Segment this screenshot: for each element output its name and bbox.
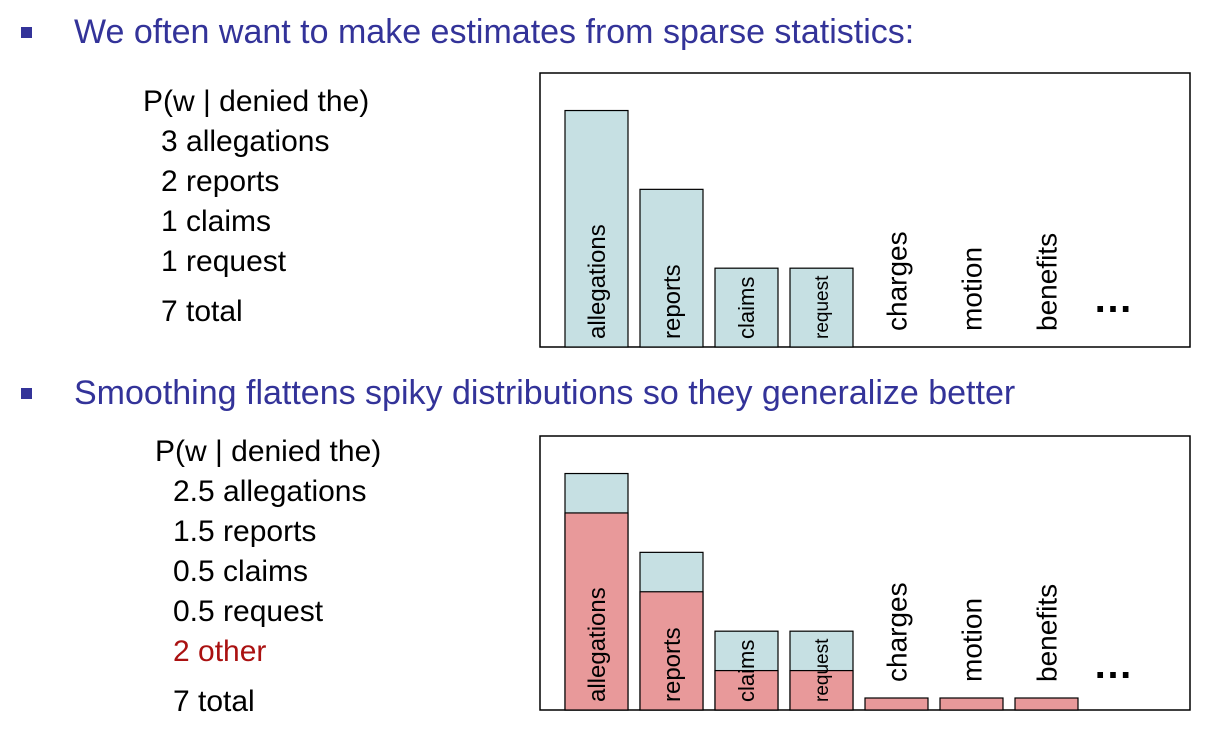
bar-smoothed-benefits	[1014, 697, 1079, 711]
heading-sparse-statistics: We often want to make estimates from spa…	[74, 13, 915, 51]
category-label: request	[812, 275, 833, 339]
count-allegations: 3 allegations	[161, 125, 330, 158]
category-label: charges	[881, 582, 912, 682]
bar-smoothed-reports	[639, 591, 704, 711]
count-other: 2 other	[173, 635, 267, 668]
category-label: motion	[956, 598, 987, 682]
category-label: benefits	[1031, 233, 1062, 331]
chart-frame	[539, 72, 1191, 348]
category-label: benefits	[1031, 584, 1062, 682]
bar-smoothed-allegations	[564, 512, 629, 711]
count-request: 0.5 request	[173, 595, 324, 628]
category-label: claims	[734, 640, 759, 702]
bar-smoothed-motion	[939, 697, 1004, 711]
bar-original-reports	[639, 188, 704, 348]
bar-original-allegations	[564, 109, 629, 348]
ellipsis-more-words: …	[1093, 643, 1135, 687]
count-total: 7 total	[173, 685, 255, 718]
category-label: allegations	[584, 587, 611, 702]
count-request: 1 request	[161, 245, 287, 278]
category-label: charges	[881, 231, 912, 331]
category-label: motion	[956, 247, 987, 331]
category-label: claims	[734, 277, 759, 339]
bar-smoothed-request	[789, 669, 854, 711]
heading-bullet-1	[21, 27, 32, 38]
bar-original-request	[789, 267, 854, 348]
category-label: allegations	[584, 224, 611, 339]
count-reports: 1.5 reports	[173, 515, 317, 548]
counts-list-smoothed: P(w | denied the) 2.5 allegations 1.5 re…	[155, 432, 381, 722]
bar-smoothed-charges	[864, 697, 929, 711]
count-claims: 0.5 claims	[173, 555, 309, 588]
count-allegations: 2.5 allegations	[173, 475, 367, 508]
category-label: reports	[659, 264, 686, 339]
ellipsis-more-words: …	[1093, 277, 1135, 321]
heading-smoothing: Smoothing flattens spiky distributions s…	[74, 374, 1016, 412]
heading-bullet-2	[21, 388, 32, 399]
count-total: 7 total	[161, 295, 243, 328]
bar-original-claims	[714, 267, 779, 348]
count-claims: 1 claims	[161, 205, 272, 238]
category-label: reports	[659, 627, 686, 702]
distribution-title: P(w | denied the)	[143, 85, 370, 118]
counts-list-raw: P(w | denied the) 3 allegations 2 report…	[143, 82, 369, 332]
distribution-title: P(w | denied the)	[155, 435, 382, 468]
count-reports: 2 reports	[161, 165, 280, 198]
category-label: request	[812, 638, 833, 702]
bar-smoothed-claims	[714, 669, 779, 711]
